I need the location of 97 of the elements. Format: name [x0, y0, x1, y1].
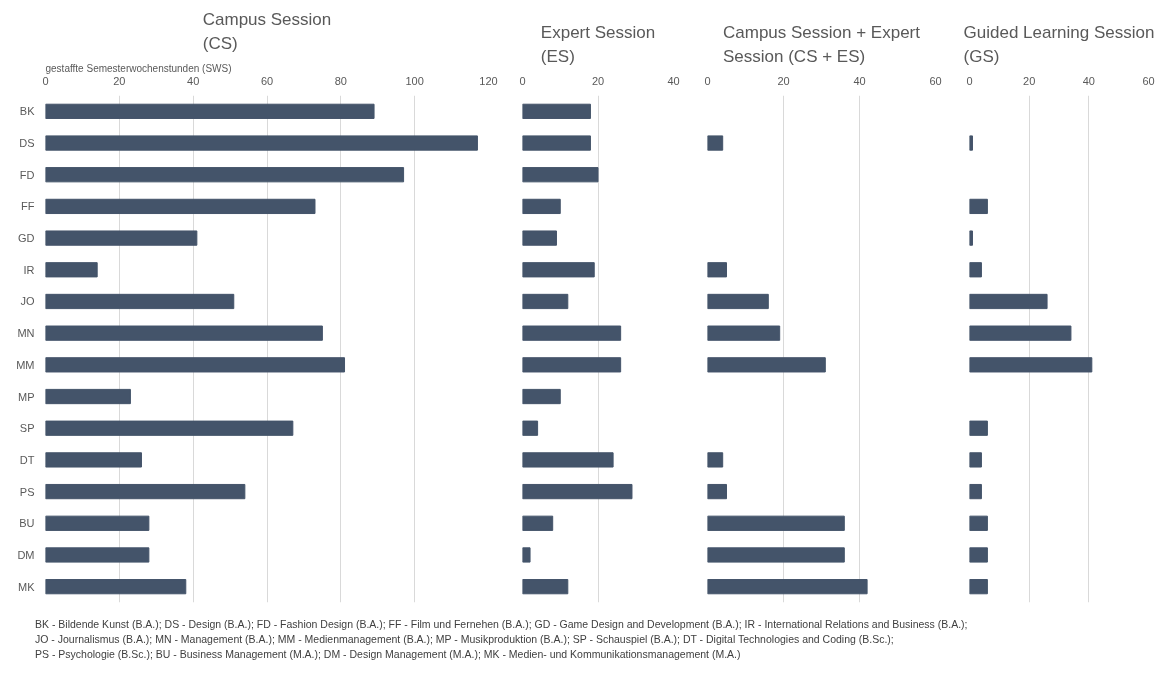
bar: [45, 452, 142, 468]
bar: [969, 483, 982, 500]
bar: [707, 135, 724, 151]
bar: [45, 262, 98, 278]
y-tick-label: BK: [19, 105, 36, 118]
bar: [969, 325, 1072, 341]
bar: [45, 579, 187, 595]
x-tick-label: 0: [42, 74, 49, 87]
y-tick-label: MK: [18, 580, 36, 593]
bar: [969, 198, 988, 215]
bar: [45, 198, 316, 215]
x-tick-label: 20: [1023, 74, 1036, 87]
bar: [969, 230, 973, 246]
y-tick-label: GD: [18, 232, 35, 245]
x-tick-label: 40: [853, 74, 866, 87]
bar: [45, 547, 150, 563]
y-tick-label: DT: [19, 453, 35, 466]
bar: [969, 547, 988, 563]
bar: [522, 198, 561, 215]
bar: [522, 357, 622, 373]
bar: [969, 357, 1093, 373]
bar: [707, 452, 724, 468]
x-tick-label: 40: [667, 74, 680, 87]
bar: [45, 483, 246, 500]
y-tick-label: FD: [19, 168, 35, 181]
y-tick-label: DS: [19, 137, 35, 150]
bar: [707, 293, 769, 310]
bar: [969, 515, 988, 531]
bar: [969, 293, 1048, 310]
x-tick-label: 20: [591, 74, 605, 87]
x-tick-label: 0: [519, 74, 526, 87]
x-tick-label: 60: [260, 74, 274, 87]
bar: [45, 293, 235, 310]
chart-title: Campus Session + Expert Session (CS + ES): [722, 22, 921, 67]
y-tick-label: PS: [19, 485, 35, 498]
bar: [45, 325, 323, 341]
bar: [45, 135, 478, 151]
bar: [707, 515, 845, 531]
bar: [45, 388, 131, 405]
y-tick-label: SP: [19, 422, 35, 435]
bar: [707, 483, 727, 500]
y-tick-label: BU: [19, 517, 35, 530]
y-tick-label: MN: [17, 327, 35, 340]
bar: [522, 452, 614, 468]
bar: [707, 579, 868, 595]
chart-title: Expert Session (ES): [540, 22, 656, 67]
x-tick-label: 20: [113, 74, 126, 87]
text: JO - Journalismus (B.A.); MN - Management (B.A.); MM - Medienmanagement (B.A.); MP - Musikproduktion (B.A.); SP - Schauspiel (B.A.); DT - Digital Technologies and Coding (B.Sc.);: [35, 633, 894, 646]
bar: [522, 483, 633, 500]
x-tick-label: 0: [966, 74, 973, 87]
bar: [707, 357, 826, 373]
x-tick-label: 100: [405, 74, 424, 87]
bar: [522, 388, 561, 405]
bar: [522, 547, 531, 563]
bar: [969, 262, 982, 278]
x-tick-label: 60: [929, 74, 942, 87]
bar: [522, 167, 599, 183]
bar: [707, 547, 845, 563]
x-tick-label: 40: [1082, 74, 1095, 87]
bar: [45, 167, 405, 183]
x-tick-label: 80: [334, 74, 347, 87]
x-tick-label: 120: [479, 74, 498, 87]
text: BK - Bildende Kunst (B.A.); DS - Design (B.A.); FD - Fashion Design (B.A.); FF - Film und Fernehen (B.A.); GD - Game Design and Development (B.A.); IR - International Relations and Business (B.A.);: [35, 618, 968, 630]
bar: [522, 325, 622, 341]
chart-title: Guided Learning Session (GS): [963, 22, 1155, 67]
y-tick-label: FF: [21, 200, 35, 213]
y-tick-label: IR: [23, 263, 35, 276]
y-tick-label: JO: [20, 295, 35, 308]
bar: [522, 515, 554, 531]
bar: [969, 420, 988, 436]
bar: [522, 135, 591, 151]
bar: [969, 135, 973, 151]
bar: [45, 230, 198, 246]
x-tick-label: 0: [704, 74, 711, 87]
bar: [969, 579, 988, 595]
bar: [969, 452, 982, 468]
y-tick-label: MP: [18, 390, 35, 403]
bar: [522, 579, 569, 595]
x-axis-title: gestaffte Semesterwochenstunden (SWS): [45, 62, 232, 74]
x-tick-label: 20: [777, 74, 790, 87]
bar: [522, 293, 569, 310]
bar: [45, 515, 150, 531]
bar: [522, 230, 557, 246]
bar: [707, 325, 781, 341]
bar: [707, 262, 727, 278]
x-tick-label: 60: [1142, 74, 1155, 87]
text: PS - Psychologie (B.Sc.); BU - Business Management (M.A.); DM - Design Management (M.A.); MK - Medien- und Kommunikationsmanagement (M.A.): [35, 648, 741, 661]
bar: [45, 103, 375, 119]
chart-title: Campus Session (CS): [202, 9, 332, 54]
bar: [522, 103, 591, 119]
y-tick-label: DM: [17, 548, 35, 561]
x-tick-label: 40: [187, 74, 200, 87]
bar: [522, 420, 539, 436]
y-tick-label: MM: [16, 358, 35, 371]
bar: [522, 262, 595, 278]
bar: [45, 420, 294, 436]
bar: [45, 357, 346, 373]
